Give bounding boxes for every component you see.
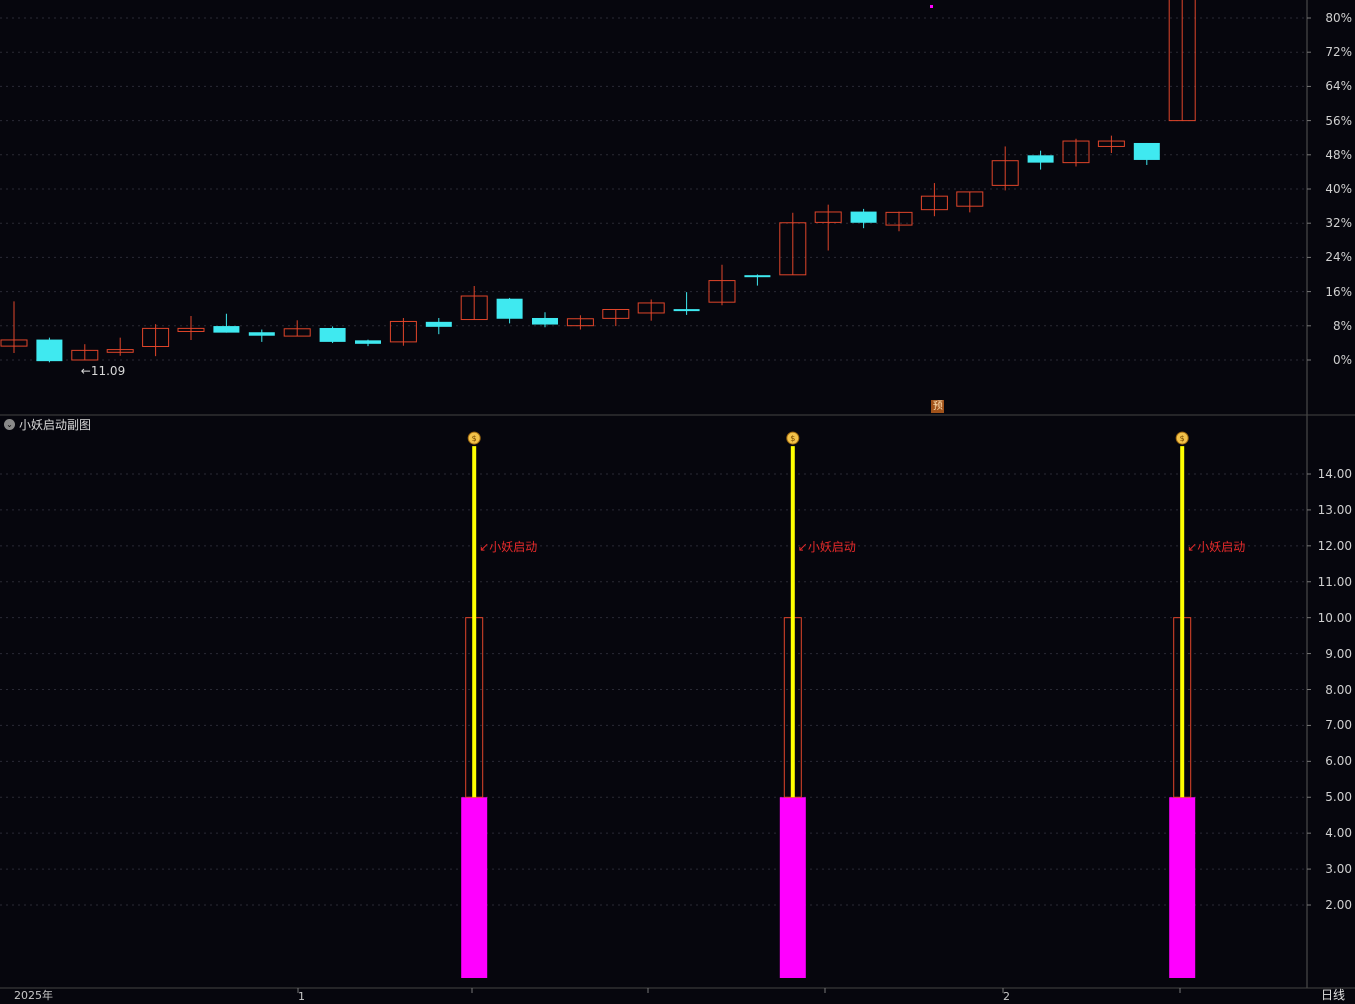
candle-body (36, 339, 63, 362)
marker-dot (930, 5, 933, 8)
candle-body (1168, 0, 1196, 122)
sub-axis-label: 11.00 (1317, 574, 1352, 589)
candle-body (991, 160, 1019, 186)
main-axis-label: 48% (1325, 147, 1352, 162)
candle-body (106, 349, 134, 353)
money-bag-glyph: $ (790, 434, 795, 443)
candle-body (920, 195, 948, 211)
main-axis-label: 8% (1332, 318, 1352, 333)
candle-body (71, 349, 99, 361)
candle-body (885, 211, 913, 226)
candle-body (673, 309, 700, 312)
main-axis-label: 72% (1325, 45, 1352, 60)
signal-label: ↙小妖启动 (1187, 539, 1246, 554)
price-low-note: ←11.09 (80, 364, 126, 378)
signal-label: ↙小妖启动 (479, 539, 538, 554)
candle-body (248, 332, 275, 336)
forecast-badge: 预 (931, 400, 945, 413)
candle-body (566, 318, 594, 327)
signal-bar (461, 797, 488, 978)
candle-body (708, 280, 736, 303)
sub-axis-label: 12.00 (1317, 538, 1352, 553)
candle-body (425, 321, 452, 327)
sub-axis-label: 9.00 (1325, 646, 1352, 661)
candle-body (744, 275, 771, 278)
candle-body (850, 211, 877, 223)
candle-body (1133, 142, 1160, 160)
sub-axis-label: 6.00 (1325, 754, 1352, 769)
candle-body (1097, 140, 1125, 147)
main-axis-label: 24% (1325, 250, 1352, 265)
candle-body (0, 339, 28, 347)
time-axis-month-2: 2 (1003, 990, 1010, 1003)
candle-body (532, 317, 558, 325)
sub-axis-label: 4.00 (1325, 826, 1352, 841)
money-bag-icon (467, 431, 481, 445)
indicator-header[interactable]: ⌄ 小妖启动副图 (4, 415, 91, 433)
sub-axis-label: 5.00 (1325, 790, 1352, 805)
money-bag-glyph: $ (1180, 434, 1185, 443)
candle-body (142, 327, 170, 348)
main-axis-label: 64% (1325, 79, 1352, 94)
time-axis-month-1: 1 (298, 990, 305, 1003)
candle-body (319, 328, 346, 342)
signal-bar (1169, 797, 1196, 978)
main-axis-label: 80% (1325, 11, 1352, 25)
candle-body (779, 222, 807, 276)
money-bag-icon (786, 431, 800, 445)
sub-axis-label: 13.00 (1317, 502, 1352, 517)
signal-label: ↙小妖启动 (797, 539, 856, 554)
sub-axis-label: 3.00 (1325, 862, 1352, 877)
main-axis-label: 16% (1325, 284, 1352, 299)
candle-body (460, 295, 488, 321)
chevron-down-icon[interactable]: ⌄ (4, 418, 15, 430)
candle-body (213, 326, 240, 333)
main-axis-label: 40% (1325, 182, 1352, 196)
sub-axis-label: 14.00 (1317, 467, 1352, 481)
main-axis-label: 0% (1332, 353, 1352, 367)
sub-axis-label: 10.00 (1317, 610, 1352, 625)
money-bag-icon (1175, 431, 1189, 445)
candle-body (177, 327, 205, 332)
time-axis-year: 2025年 (14, 989, 53, 1002)
candle-body (602, 309, 630, 319)
candle-body (355, 340, 381, 344)
main-axis-label: 32% (1325, 216, 1352, 231)
main-axis-label: 56% (1325, 113, 1352, 128)
money-bag-glyph: $ (472, 434, 477, 443)
candle-body (283, 328, 311, 337)
sub-axis-label: 7.00 (1325, 718, 1352, 733)
candle-body (1027, 155, 1054, 163)
sub-axis-label: 8.00 (1325, 682, 1352, 697)
candle-body (814, 211, 842, 223)
candle-body (637, 302, 665, 314)
candle-body (389, 320, 417, 343)
candle-body (1062, 140, 1090, 164)
indicator-title: 小妖启动副图 (19, 417, 92, 432)
sub-axis-label: 2.00 (1325, 898, 1352, 912)
candle-body (956, 191, 984, 207)
signal-bar (779, 797, 806, 978)
period-label[interactable]: 日线 (1320, 988, 1345, 1002)
candle-body (496, 298, 523, 319)
